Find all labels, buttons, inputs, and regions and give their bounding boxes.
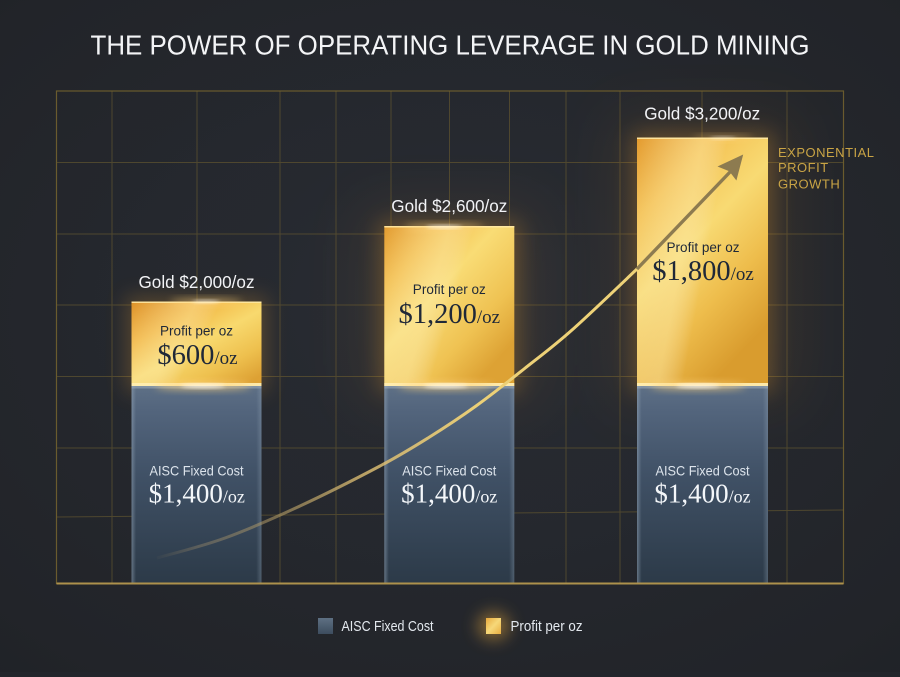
svg-text:Gold $2,000/oz: Gold $2,000/oz [139, 272, 255, 292]
svg-text:Profit per oz: Profit per oz [511, 619, 583, 635]
svg-text:EXPONENTIAL: EXPONENTIAL [778, 145, 875, 160]
svg-text:Profit per oz: Profit per oz [160, 324, 233, 339]
svg-text:$1,800/oz: $1,800/oz [652, 256, 754, 287]
svg-text:$1,400/oz: $1,400/oz [149, 478, 245, 508]
svg-text:Profit per oz: Profit per oz [413, 282, 486, 297]
svg-text:AISC Fixed Cost: AISC Fixed Cost [656, 463, 750, 479]
svg-text:AISC Fixed Cost: AISC Fixed Cost [402, 463, 496, 479]
svg-text:$1,400/oz: $1,400/oz [654, 478, 750, 508]
svg-text:$1,400/oz: $1,400/oz [401, 478, 497, 508]
svg-text:Profit per oz: Profit per oz [667, 240, 740, 255]
svg-text:GROWTH: GROWTH [778, 177, 840, 192]
svg-text:$600/oz: $600/oz [157, 340, 237, 371]
svg-text:Gold $2,600/oz: Gold $2,600/oz [391, 196, 507, 216]
svg-text:$1,200/oz: $1,200/oz [399, 299, 501, 330]
svg-text:Gold $3,200/oz: Gold $3,200/oz [644, 104, 760, 124]
svg-text:AISC Fixed Cost: AISC Fixed Cost [150, 463, 244, 479]
svg-text:PROFIT: PROFIT [778, 160, 829, 175]
svg-text:THE POWER OF OPERATING LEVERAG: THE POWER OF OPERATING LEVERAGE IN GOLD … [91, 30, 810, 61]
svg-text:AISC Fixed Cost: AISC Fixed Cost [342, 619, 434, 635]
